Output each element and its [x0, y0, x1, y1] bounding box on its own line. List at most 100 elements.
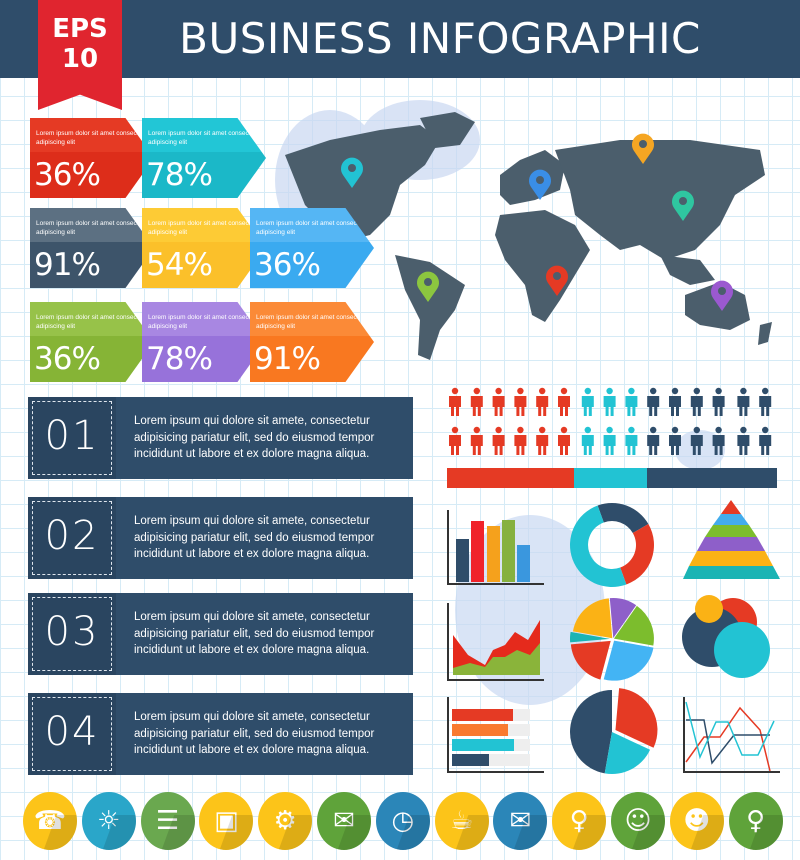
- circle-yellow: [695, 595, 723, 623]
- world-map: [285, 112, 772, 360]
- numbered-item: 03 Lorem ipsum qui dolore sit amete, cons…: [28, 593, 413, 675]
- person-icon: [603, 387, 616, 416]
- pin-center: [424, 278, 432, 286]
- person-icon: [759, 426, 772, 455]
- item-text: Lorem ipsum qui dolore sit amete, consec…: [134, 611, 375, 656]
- dashed-frame: [32, 597, 112, 671]
- bar: [502, 520, 515, 582]
- pie-slice: [609, 598, 637, 639]
- asia: [555, 140, 765, 260]
- map-pin-icon: [417, 271, 440, 302]
- person-icon: [712, 387, 725, 416]
- greenland: [420, 112, 475, 148]
- pin-center: [553, 272, 561, 280]
- bar-segment-cyan: [574, 468, 647, 488]
- person-icon: [647, 426, 660, 455]
- mini-bar-chart: [447, 510, 544, 585]
- map-pin-icon: [672, 190, 694, 221]
- axes: [447, 697, 544, 773]
- people-pictogram: [449, 387, 772, 455]
- pie-slice: [572, 598, 613, 639]
- venn-circles: [682, 595, 770, 678]
- mini-horizontal-bar-chart: [447, 697, 544, 773]
- line-dark: [686, 719, 770, 765]
- pie-charts: [570, 503, 658, 775]
- pin-center: [639, 140, 647, 148]
- map-pin-icon: [632, 133, 654, 164]
- new-zealand: [758, 322, 772, 345]
- person-icon: [470, 426, 483, 455]
- person-icon: [712, 426, 725, 455]
- bar-segment-red: [447, 468, 574, 488]
- person-icon: [558, 387, 570, 416]
- man-glasses-avatar-icon: ☺: [611, 792, 665, 850]
- circle-cyan: [714, 622, 770, 678]
- chat-icon: ✉: [317, 792, 371, 850]
- bar-segment-dark: [647, 468, 777, 488]
- pin-center: [348, 164, 356, 172]
- person-icon: [581, 426, 594, 455]
- person-icon: [647, 387, 660, 416]
- africa: [495, 210, 590, 322]
- person-icon: [669, 387, 681, 416]
- dashed-frame: [32, 401, 112, 475]
- stat-box: Lorem ipsum dolor sit amet consectetuer …: [30, 302, 154, 382]
- axes: [447, 510, 544, 585]
- number-panel: 03: [28, 593, 116, 675]
- axes: [683, 697, 780, 773]
- person-icon: [603, 426, 616, 455]
- person-icon: [492, 387, 505, 416]
- pyramid-layer: [721, 500, 741, 514]
- pyramid-layer: [683, 566, 780, 579]
- dashed-frame: [32, 501, 112, 575]
- person-icon: [558, 426, 570, 455]
- pyramid-chart: [683, 500, 780, 579]
- number-panel: 01: [28, 397, 116, 479]
- pie-slice: [604, 732, 651, 775]
- pin-center: [679, 197, 687, 205]
- dashed-frame: [32, 697, 112, 771]
- southeast-asia: [660, 255, 715, 285]
- pie-slice: [570, 690, 612, 774]
- bar: [452, 754, 489, 766]
- map-pin-icon: [341, 157, 363, 188]
- numbered-item: 02 Lorem ipsum qui dolore sit amete, cons…: [28, 497, 413, 579]
- item-text: Lorem ipsum qui dolore sit amete, consec…: [134, 515, 375, 560]
- eps-badge: EPS 10: [38, 0, 122, 110]
- bar: [452, 709, 513, 721]
- line-red: [685, 706, 771, 772]
- person-icon: [492, 426, 505, 455]
- mini-area-chart: [447, 603, 544, 681]
- stat-percent: 36%: [30, 336, 154, 382]
- person-icon: [470, 387, 483, 416]
- clipboard-icon: ☰: [140, 792, 195, 850]
- lightbulb-icon: ☼: [81, 792, 136, 850]
- person-icon: [669, 426, 681, 455]
- person-icon: [759, 387, 772, 416]
- bar: [456, 539, 469, 582]
- stat-percent: 91%: [250, 336, 374, 382]
- person-icon: [536, 387, 549, 416]
- pie-slice: [615, 688, 658, 748]
- pyramid-layer: [713, 514, 749, 525]
- person-icon: [625, 426, 638, 455]
- person-icon: [737, 426, 750, 455]
- map-pin-icon: [711, 280, 734, 311]
- item-number: 01: [44, 413, 100, 459]
- map-pins: [341, 133, 734, 311]
- coffee-cup-icon: ☕: [434, 792, 489, 850]
- item-number: 03: [44, 609, 100, 655]
- item-number: 02: [44, 513, 100, 559]
- pie-slice: [613, 605, 654, 646]
- donut-segment: [570, 505, 627, 587]
- area-green: [453, 643, 540, 675]
- briefcase-icon: ▣: [199, 792, 254, 850]
- page-title: BUSINESS INFOGRAPHIC: [179, 14, 701, 63]
- map-pin-icon: [546, 265, 569, 296]
- line-cyan: [685, 701, 775, 760]
- badge-line-2: 10: [61, 44, 99, 74]
- envelope-icon: ✉: [493, 792, 548, 850]
- stat-percent: 36%: [30, 152, 154, 198]
- person-icon: [514, 426, 527, 455]
- bar: [452, 724, 508, 736]
